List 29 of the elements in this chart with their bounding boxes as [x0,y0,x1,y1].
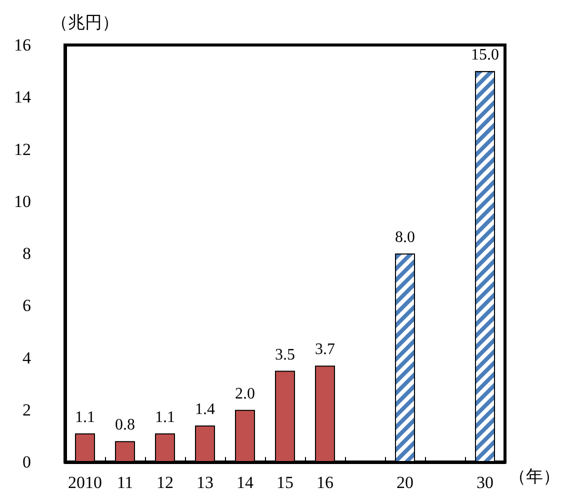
data-label: 15.0 [471,46,499,64]
y-tick-label: 0 [22,452,31,472]
x-tick-label: 20 [396,473,414,492]
data-label: 3.7 [315,341,335,358]
y-tick-label: 2 [22,400,31,420]
data-label: 1.1 [75,408,95,426]
y-tick-label: 16 [14,36,31,54]
y-tick-label: 6 [22,296,31,316]
x-tick-label: 15 [276,473,294,492]
x-tick-label: 30 [476,473,494,492]
data-label: 8.0 [395,229,415,246]
y-axis-title: （兆円） [51,13,119,32]
data-label: 1.4 [195,401,215,418]
y-tick-label: 4 [22,348,32,368]
data-label: 0.8 [115,416,135,434]
y-tick-label: 14 [14,88,32,107]
x-tick-label: 2010 [68,473,102,492]
y-tick-label: 8 [22,244,31,263]
x-tick-label: 16 [316,473,334,492]
data-label: 1.1 [155,408,175,426]
y-tick-label: 10 [14,192,31,211]
data-label: 2.0 [235,385,255,402]
x-tick-label: 12 [156,473,174,492]
x-axis-title: （年） [509,467,560,486]
y-tick-label: 12 [14,140,31,159]
x-tick-label: 13 [196,473,214,492]
x-tick-label: 14 [236,473,254,492]
x-tick-label: 11 [116,473,134,492]
data-label: 3.5 [275,346,295,364]
